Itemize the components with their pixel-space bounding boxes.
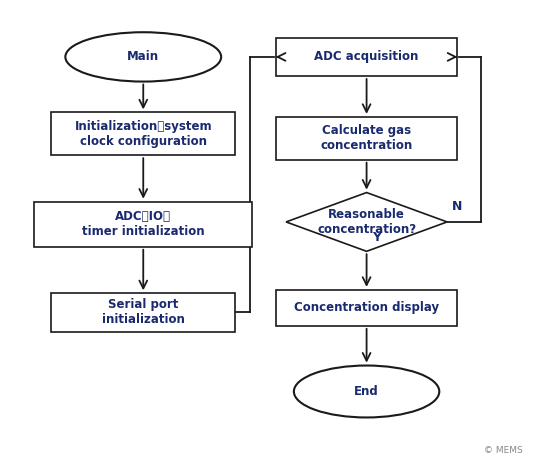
Text: Serial port
initialization: Serial port initialization (102, 298, 184, 326)
Text: Reasonable
concentration?: Reasonable concentration? (317, 208, 416, 236)
Text: Y: Y (372, 231, 381, 244)
FancyBboxPatch shape (276, 290, 458, 326)
Text: © MEMS: © MEMS (484, 446, 523, 455)
Polygon shape (286, 193, 447, 252)
Text: Concentration display: Concentration display (294, 301, 439, 314)
FancyBboxPatch shape (276, 38, 458, 76)
FancyBboxPatch shape (51, 112, 235, 155)
Ellipse shape (294, 365, 439, 417)
Text: ADC，IO，
timer initialization: ADC，IO， timer initialization (82, 210, 204, 238)
Text: N: N (452, 200, 463, 213)
Text: Initialization，system
clock configuration: Initialization，system clock configuratio… (75, 120, 212, 148)
FancyBboxPatch shape (276, 117, 458, 160)
FancyBboxPatch shape (51, 293, 235, 332)
FancyBboxPatch shape (34, 202, 252, 247)
Ellipse shape (65, 32, 221, 81)
Text: ADC acquisition: ADC acquisition (314, 50, 419, 64)
Text: Calculate gas
concentration: Calculate gas concentration (320, 124, 413, 152)
Text: End: End (354, 385, 379, 398)
Text: Main: Main (127, 50, 159, 64)
